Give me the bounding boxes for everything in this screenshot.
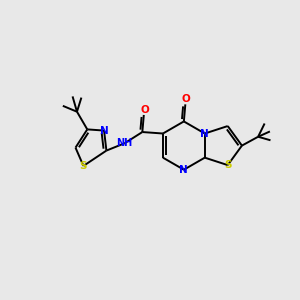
Text: N: N bbox=[200, 128, 209, 139]
Text: O: O bbox=[140, 105, 149, 115]
Text: O: O bbox=[182, 94, 190, 104]
Text: S: S bbox=[224, 160, 232, 170]
Text: N: N bbox=[179, 165, 188, 175]
Text: S: S bbox=[80, 161, 87, 171]
Text: NH: NH bbox=[116, 138, 133, 148]
Text: N: N bbox=[100, 126, 108, 136]
